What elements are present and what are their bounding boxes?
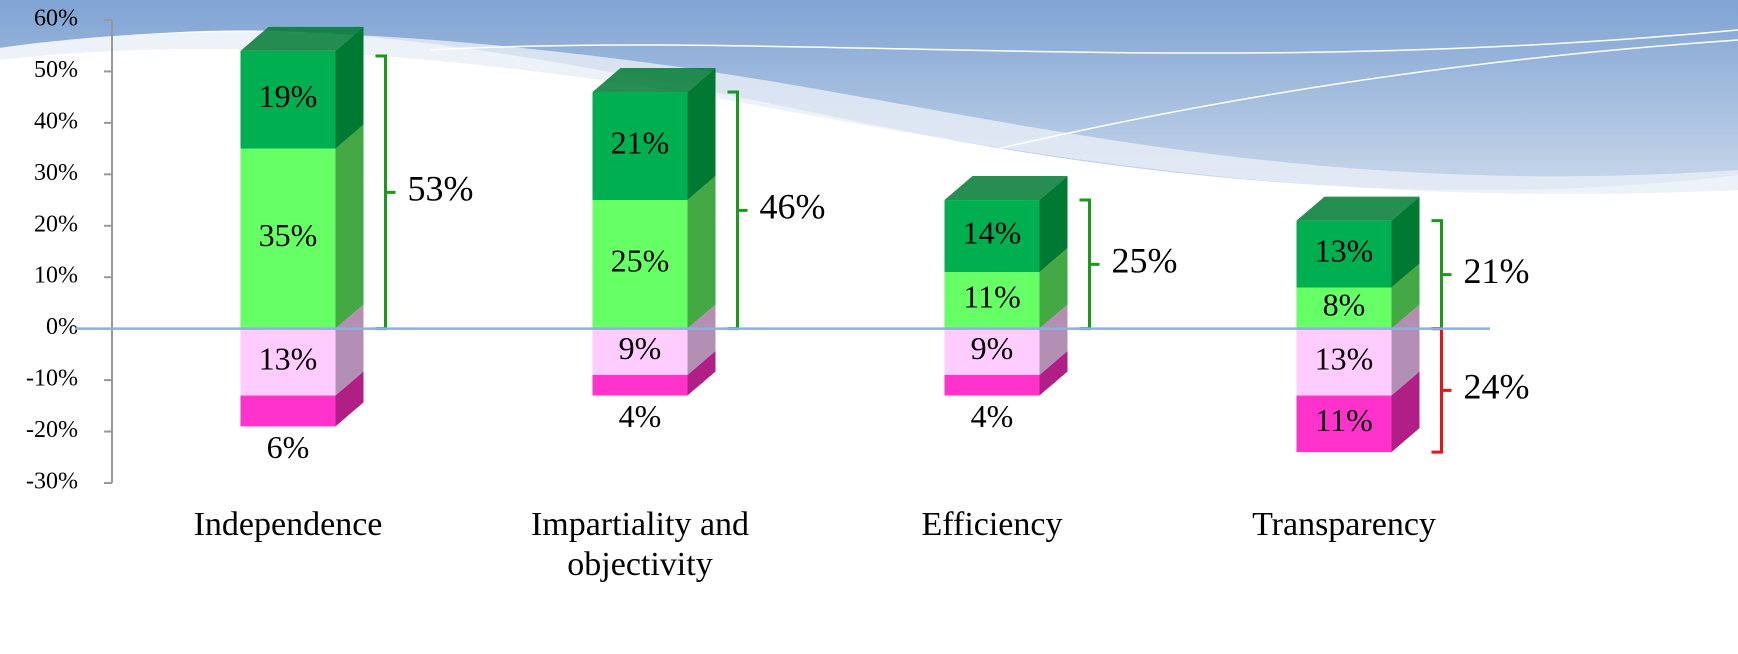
background-wave bbox=[0, 0, 1738, 190]
bar-side bbox=[1391, 371, 1420, 453]
bar bbox=[240, 50, 336, 149]
y-tick-label: -30% bbox=[26, 469, 78, 495]
y-tick-label: -20% bbox=[26, 417, 78, 443]
bar-side bbox=[335, 371, 364, 427]
bar bbox=[944, 200, 1040, 273]
value-label: 6% bbox=[267, 429, 310, 465]
bar-side bbox=[1039, 304, 1068, 375]
bar bbox=[240, 148, 336, 329]
value-label: 4% bbox=[971, 398, 1014, 434]
bar bbox=[944, 272, 1040, 329]
background-curve bbox=[429, 29, 1738, 54]
value-label: 13% bbox=[1315, 340, 1374, 376]
y-tick-label: 0% bbox=[46, 314, 78, 340]
bar-side bbox=[335, 124, 364, 329]
bar-top bbox=[1296, 196, 1420, 221]
value-label: 14% bbox=[963, 214, 1022, 250]
value-label: 13% bbox=[1315, 232, 1374, 268]
bar-side bbox=[687, 350, 716, 396]
y-tick-label: 30% bbox=[34, 160, 78, 186]
y-tick-label: 50% bbox=[34, 57, 78, 83]
bar-side bbox=[1391, 263, 1420, 329]
value-label: 9% bbox=[619, 330, 662, 366]
bar-side bbox=[1039, 176, 1068, 273]
bar bbox=[240, 328, 336, 396]
bar bbox=[240, 395, 336, 427]
total-label: 25% bbox=[1112, 241, 1178, 281]
x-tick-label: Impartiality and objectivity bbox=[530, 506, 750, 583]
bar-top bbox=[240, 26, 364, 51]
value-label: 8% bbox=[1323, 286, 1366, 322]
bar bbox=[592, 200, 688, 329]
bar-side bbox=[335, 304, 364, 396]
bar bbox=[592, 374, 688, 396]
bar-side bbox=[1039, 350, 1068, 396]
bar-top bbox=[944, 176, 1068, 201]
total-label: 53% bbox=[408, 169, 474, 209]
bar bbox=[592, 92, 688, 201]
bar bbox=[592, 328, 688, 375]
bar-side bbox=[687, 68, 716, 201]
bar bbox=[944, 374, 1040, 396]
bar bbox=[944, 328, 1040, 375]
bar-side bbox=[1039, 248, 1068, 329]
total-label: 46% bbox=[760, 187, 826, 227]
bar-side bbox=[1391, 304, 1420, 396]
value-label: 19% bbox=[259, 78, 318, 114]
y-tick-label: -10% bbox=[26, 366, 78, 392]
bar-side bbox=[687, 176, 716, 329]
value-label: 25% bbox=[611, 243, 670, 279]
x-tick-label: Independence bbox=[193, 506, 383, 543]
total-bracket bbox=[727, 90, 748, 331]
value-label: 11% bbox=[1315, 402, 1372, 438]
y-tick-label: 40% bbox=[34, 108, 78, 134]
value-label: 9% bbox=[971, 330, 1014, 366]
y-tick-label: 60% bbox=[34, 6, 78, 32]
total-bracket bbox=[375, 54, 396, 331]
bar-side bbox=[335, 26, 364, 149]
background-wave bbox=[0, 32, 1738, 194]
value-label: 4% bbox=[619, 398, 662, 434]
x-tick-label: Efficiency bbox=[921, 506, 1063, 543]
value-label: 35% bbox=[259, 217, 318, 253]
x-tick-label: Transparency bbox=[1252, 506, 1436, 543]
background-curve bbox=[949, 39, 1738, 161]
total-label: 24% bbox=[1464, 367, 1530, 407]
total-label: 21% bbox=[1464, 251, 1530, 291]
bar bbox=[1296, 395, 1392, 453]
value-label: 13% bbox=[259, 340, 318, 376]
bar bbox=[1296, 328, 1392, 396]
bar-side bbox=[687, 304, 716, 375]
y-tick-label: 20% bbox=[34, 211, 78, 237]
bar bbox=[1296, 220, 1392, 288]
y-tick-label: 10% bbox=[34, 263, 78, 289]
bar-top bbox=[592, 68, 716, 93]
value-label: 11% bbox=[963, 279, 1020, 315]
negative-total-bracket bbox=[1431, 327, 1452, 454]
bar bbox=[1296, 287, 1392, 329]
total-bracket bbox=[1079, 198, 1100, 331]
value-label: 21% bbox=[611, 124, 670, 160]
total-bracket bbox=[1431, 219, 1452, 331]
bar-side bbox=[1391, 196, 1420, 288]
